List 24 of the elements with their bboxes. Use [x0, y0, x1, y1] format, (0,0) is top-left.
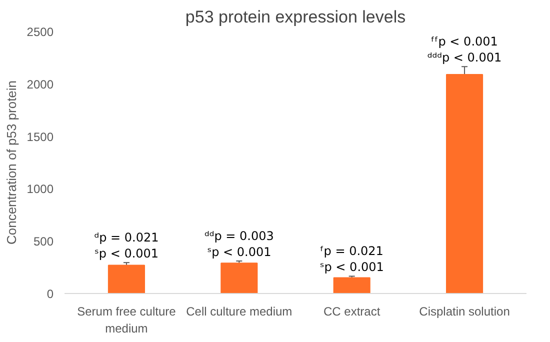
annotation: ᵈp = 0.021 [94, 230, 159, 245]
x-tick-label: CC extract [324, 304, 381, 318]
annotation: ᶠᶠp < 0.001 [431, 34, 498, 49]
chart-title: p53 protein expression levels [185, 8, 406, 26]
y-tick-label: 2000 [26, 77, 54, 92]
annotation: ᶠp = 0.021 [320, 244, 384, 258]
bar [220, 262, 258, 294]
annotation: ᵈᵈᵈp < 0.001 [427, 50, 502, 65]
y-tick-label: 2500 [26, 25, 54, 39]
annotation: ᵈᵈp = 0.003 [204, 229, 274, 244]
annotation: ˢp < 0.001 [94, 246, 159, 261]
y-tick-label: 0 [46, 287, 54, 301]
x-tick-label: Cell culture medium [186, 304, 292, 318]
x-tick-label: Serum free culture medium [77, 304, 176, 336]
annotation: ˢp < 0.001 [320, 260, 384, 274]
y-tick-label: 1500 [26, 130, 54, 144]
y-tick-label: 1000 [26, 182, 54, 196]
y-axis-title: Concentration of p53 protein [4, 80, 19, 245]
bar [446, 74, 484, 294]
bar [333, 277, 370, 294]
y-tick-label: 500 [33, 234, 54, 249]
bar [108, 264, 146, 294]
annotation: ˢp < 0.001 [207, 245, 272, 260]
x-tick-label: Cisplatin solution [419, 304, 510, 318]
